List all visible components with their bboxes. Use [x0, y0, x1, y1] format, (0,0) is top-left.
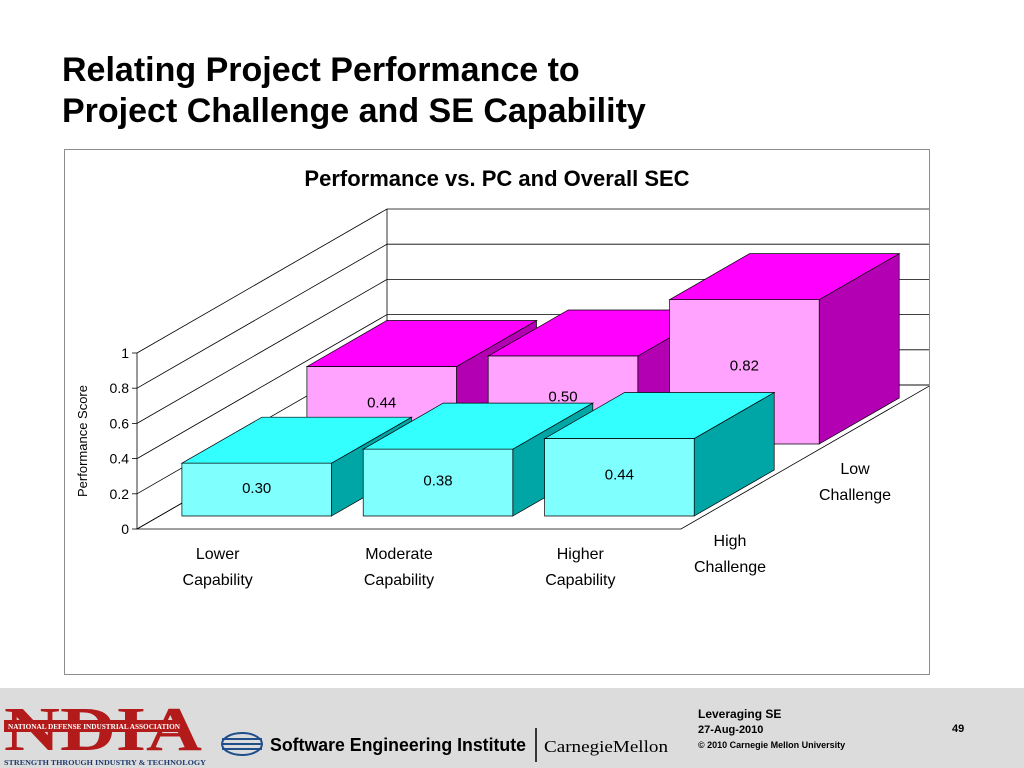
data-label: 0.30: [242, 480, 271, 497]
y-tick-label: 0.4: [110, 451, 130, 467]
data-label: 0.44: [367, 394, 396, 411]
y-tick-label: 0.6: [110, 415, 130, 431]
sei-globe-icon: [221, 732, 263, 756]
footer-copyright: © 2010 Carnegie Mellon University: [698, 740, 846, 750]
footer-date: 27-Aug-2010: [698, 724, 764, 736]
depth-category-label: Challenge: [819, 487, 891, 504]
data-label: 0.82: [730, 358, 759, 375]
sei-name-text: Software Engineering Institute: [270, 735, 526, 755]
category-label: Lower: [196, 546, 240, 563]
y-tick-label: 0: [121, 521, 129, 537]
category-label: Capability: [183, 572, 253, 589]
y-tick-label: 0.2: [110, 486, 130, 502]
y-tick-label: 0.8: [110, 380, 130, 396]
cmu-name-text: CarnegieMellon: [544, 737, 669, 756]
slide-title: Relating Project Performance to Project …: [62, 50, 646, 132]
ndia-logo: NDIA NATIONAL DEFENSE INDUSTRIAL ASSOCIA…: [4, 696, 206, 767]
slide-title-line2: Project Challenge and SE Capability: [62, 92, 646, 130]
footer-topic: Leveraging SE: [698, 707, 782, 721]
depth-category-label: Challenge: [694, 559, 766, 576]
depth-category-label: Low: [840, 461, 870, 478]
y-tick-label: 1: [121, 345, 129, 361]
data-label: 0.38: [423, 472, 452, 489]
chart-title: Performance vs. PC and Overall SEC: [304, 166, 689, 191]
category-label: Higher: [557, 546, 605, 563]
page-number: 49: [952, 723, 965, 735]
category-label: Capability: [364, 572, 434, 589]
bar: [543, 391, 776, 517]
category-label: Capability: [545, 572, 615, 589]
chart-frame: Performance vs. PC and Overall SEC 0 0.2 0.…: [64, 149, 930, 675]
data-label: 0.44: [605, 466, 634, 483]
ndia-tagline-text: STRENGTH THROUGH INDUSTRY & TECHNOLOGY: [4, 759, 206, 767]
chart: Performance vs. PC and Overall SEC 0 0.2 0.…: [75, 166, 929, 589]
sei-cmu-logo: Software Engineering Institute CarnegieM…: [221, 728, 669, 762]
footer-info: Leveraging SE 27-Aug-2010 © 2010 Carnegi…: [698, 707, 845, 752]
category-label: Moderate: [365, 546, 433, 563]
y-axis-label: Performance Score: [75, 385, 90, 497]
data-label: 0.50: [548, 389, 577, 406]
slide-title-line1: Relating Project Performance to: [62, 51, 580, 89]
depth-category-label: High: [714, 533, 747, 550]
ndia-org-text: NATIONAL DEFENSE INDUSTRIAL ASSOCIATION: [8, 722, 181, 731]
